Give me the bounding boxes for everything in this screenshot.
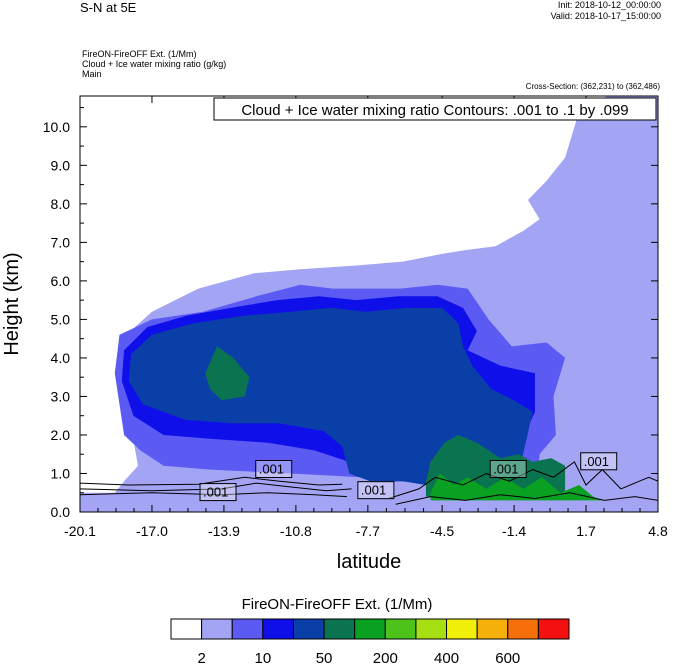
colorbar-label: 50 (316, 650, 333, 667)
x-tick-label: -4.5 (430, 523, 454, 539)
time-info: Init: 2018-10-12_00:00:00 Valid: 2018-10… (551, 0, 661, 22)
x-tick-label: -17.0 (136, 523, 168, 539)
contour-note: Cloud + Ice water mixing ratio Contours:… (241, 102, 628, 119)
x-tick-label: 4.8 (648, 523, 668, 539)
colorbar-label: 2 (197, 650, 205, 667)
colorbar-swatch (292, 618, 325, 640)
contour-label-box (357, 481, 395, 500)
colorbar-swatch (231, 618, 264, 640)
x-tick-label: -13.9 (208, 523, 240, 539)
colorbar-swatch (507, 618, 539, 640)
y-tick-label: 10.0 (43, 119, 70, 135)
y-axis-ticks: 0.0 1.0 2.0 3.0 4.0 5.0 6.0 7.0 8.0 9.0 10.0 (43, 107, 658, 520)
contour-line (395, 492, 658, 505)
y-tick-label: 8.0 (51, 196, 71, 212)
colorbar-swatch (415, 618, 448, 640)
field-line-1: FireON-FireOFF Ext. (1/Mm) (82, 49, 197, 59)
valid-time: Valid: 2018-10-17_15:00:00 (550, 11, 661, 21)
contour-label: .001 (361, 483, 386, 498)
plot-frame (79, 95, 659, 513)
plot-title: S-N at 5E (80, 0, 137, 15)
contour-label: .001 (493, 461, 518, 476)
x-tick-label: -10.8 (280, 523, 312, 539)
y-tick-label: 4.0 (51, 350, 71, 366)
contour-labels: .001 .001 .001 .001 .001 (199, 452, 618, 502)
contour-line (80, 492, 347, 498)
field-line-3: Main (82, 69, 102, 79)
shading-navy-3 (128, 307, 533, 485)
x-tick-label: -1.4 (502, 523, 526, 539)
y-tick-label: 7.0 (51, 234, 71, 250)
y-tick-label: 1.0 (51, 465, 71, 481)
colorbar-swatch (262, 618, 294, 640)
contour-line (80, 482, 352, 492)
colorbar-swatch (354, 618, 386, 640)
contour-label-box (580, 452, 618, 471)
colorbar-swatch (323, 618, 356, 640)
colorbar-swatch (170, 618, 203, 640)
colorbar-swatch (476, 618, 509, 640)
colorbar-swatch (537, 618, 570, 640)
colorbar-label: 10 (255, 650, 272, 667)
contour-label-box (489, 459, 527, 478)
contour-label: .001 (203, 485, 228, 500)
y-tick-label: 0.0 (51, 504, 71, 520)
x-axis-ticks: -20.1 -17.0 -13.9 -10.8 -7.7 -4.5 -1.4 1.7 4.8 (64, 96, 668, 539)
x-tick-label: -7.7 (356, 523, 380, 539)
contour-label: .001 (584, 454, 609, 469)
field-line-2: Cloud + Ice water mixing ratio (g/kg) (82, 59, 227, 69)
colorbar-swatch (384, 618, 417, 640)
cross-section-label: Cross-Section: (362,231) to (362,486) (525, 82, 660, 91)
shading-layers (80, 96, 658, 512)
contour-line (388, 461, 658, 499)
init-time: Init: 2018-10-12_00:00:00 (557, 0, 661, 10)
colorbar-label: 600 (495, 650, 520, 667)
colorbar-swatch (446, 618, 478, 640)
y-tick-label: 6.0 (51, 273, 71, 289)
x-tick-label: 1.7 (576, 523, 596, 539)
contour-lines (80, 461, 658, 505)
y-tick-label: 5.0 (51, 311, 71, 327)
contour-label: .001 (259, 461, 284, 476)
x-tick-label: -20.1 (64, 523, 96, 539)
colorbar-title: FireON-FireOFF Ext. (1/Mm) (241, 596, 433, 613)
x-axis-label: latitude (337, 551, 402, 573)
contour-label-box (255, 459, 293, 478)
field-description: FireON-FireOFF Ext. (1/Mm) Cloud + Ice w… (82, 49, 226, 79)
y-tick-label: 2.0 (51, 427, 71, 443)
colorbar-swatch (201, 618, 233, 640)
y-tick-label: 3.0 (51, 388, 71, 404)
contour-label-box (199, 483, 237, 502)
colorbar-label: 200 (373, 650, 398, 667)
y-tick-label: 9.0 (51, 157, 71, 173)
shading-teal-4 (205, 346, 250, 401)
shading-green-6 (430, 473, 603, 501)
contour-note-box (213, 97, 657, 121)
colorbar-label: 400 (434, 650, 459, 667)
colorbar: 2 10 50 200 400 600 (170, 618, 570, 667)
y-axis-label: Height (km) (1, 252, 23, 355)
contour-line (80, 476, 343, 486)
